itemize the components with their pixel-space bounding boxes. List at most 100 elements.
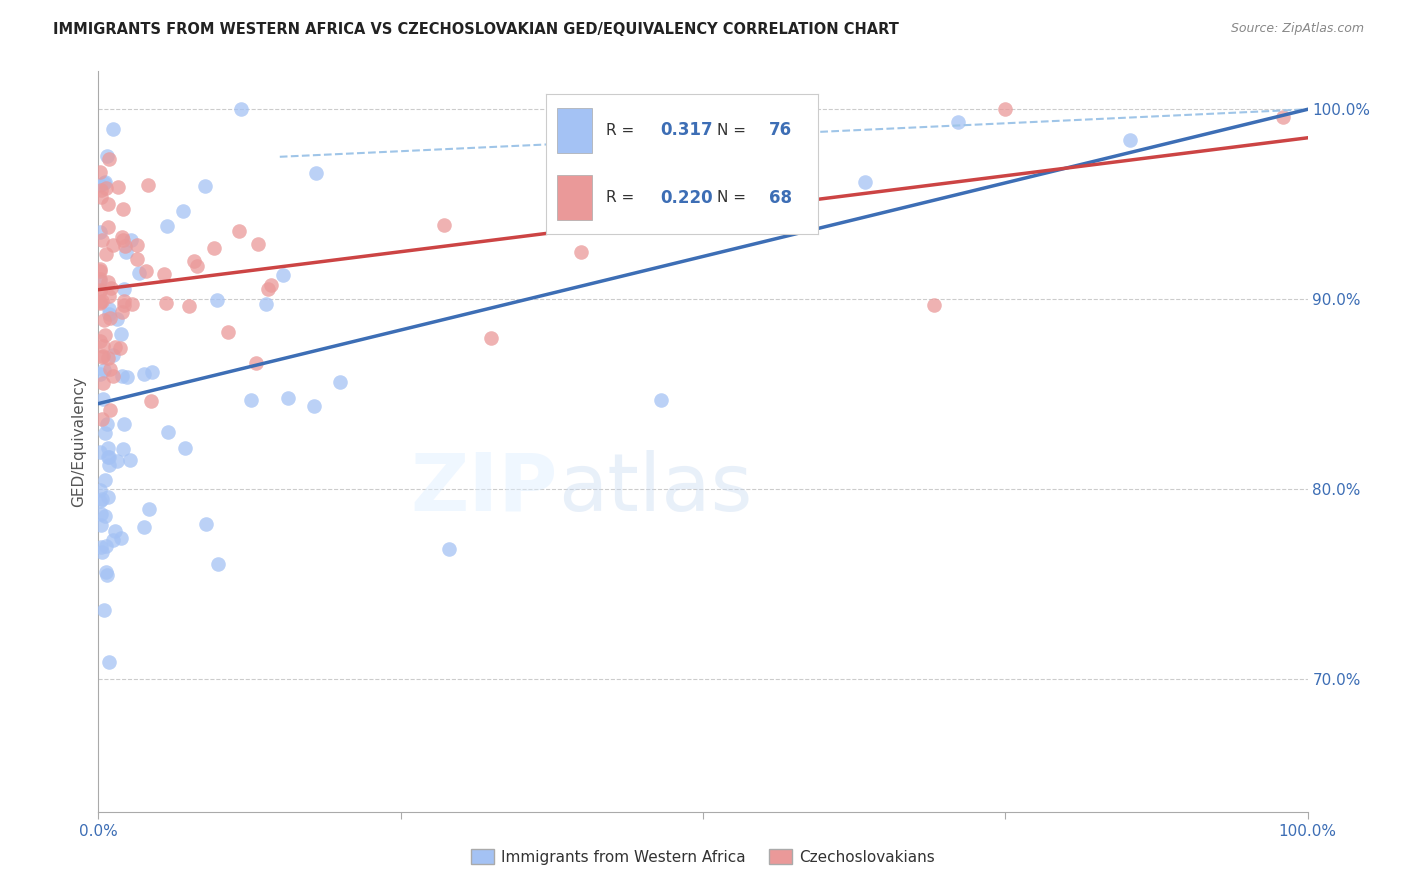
Point [114, 239, 136, 253]
Point [107, 179, 129, 194]
Point [1272, 110, 1295, 124]
Point [103, 524, 125, 539]
Point [89, 445, 111, 459]
Point [94, 246, 117, 260]
Point [111, 369, 134, 384]
Point [172, 204, 194, 219]
Point [93, 313, 115, 327]
Point [111, 233, 134, 247]
Point [946, 115, 969, 129]
Point [247, 237, 270, 252]
Point [98, 656, 121, 670]
Point [94, 509, 117, 524]
Point [90, 517, 112, 532]
Point [97, 490, 120, 504]
Point [156, 425, 179, 439]
Point [94, 175, 117, 189]
Point [103, 368, 125, 383]
Point [97, 275, 120, 289]
Point [93, 176, 115, 190]
Point [97, 458, 120, 472]
Point [93, 392, 115, 406]
Text: Source: ZipAtlas.com: Source: ZipAtlas.com [1230, 22, 1364, 36]
Point [569, 244, 592, 259]
Point [89, 165, 111, 179]
Point [104, 340, 127, 354]
Point [132, 368, 155, 382]
Point [125, 252, 148, 267]
Point [89, 283, 111, 297]
Text: ZIP: ZIP [411, 450, 558, 528]
Y-axis label: GED/Equivalency: GED/Equivalency [72, 376, 87, 507]
Point [112, 442, 135, 456]
Point [118, 452, 141, 467]
Point [90, 540, 112, 554]
Point [186, 260, 208, 274]
Point [94, 181, 117, 195]
Point [96, 567, 118, 582]
Point [96, 149, 118, 163]
Point [108, 341, 131, 355]
Point [101, 347, 124, 361]
Point [101, 121, 124, 136]
Point [89, 264, 111, 278]
Point [125, 238, 148, 252]
Point [105, 454, 128, 468]
Point [90, 293, 112, 308]
Point [543, 175, 565, 189]
Point [89, 275, 111, 289]
Point [101, 533, 124, 547]
Point [153, 268, 176, 282]
Point [121, 297, 143, 311]
Point [105, 312, 128, 326]
Point [89, 494, 111, 508]
Point [112, 297, 135, 311]
Point [111, 305, 134, 319]
Point [89, 367, 111, 381]
Point [245, 356, 267, 370]
Point [97, 197, 120, 211]
Point [97, 450, 120, 464]
Point [89, 483, 111, 497]
Point [141, 394, 163, 409]
Point [97, 307, 120, 321]
Point [96, 565, 118, 579]
Point [141, 365, 163, 379]
Point [853, 175, 876, 189]
Point [98, 362, 121, 376]
Point [228, 224, 250, 238]
Point [128, 267, 150, 281]
Point [271, 268, 294, 282]
Point [239, 393, 262, 408]
Point [207, 557, 229, 571]
Text: IMMIGRANTS FROM WESTERN AFRICA VS CZECHOSLOVAKIAN GED/EQUIVALENCY CORRELATION CH: IMMIGRANTS FROM WESTERN AFRICA VS CZECHO… [53, 22, 900, 37]
Text: atlas: atlas [558, 450, 752, 528]
Point [111, 202, 134, 216]
Point [89, 262, 111, 277]
Point [103, 237, 125, 252]
Point [96, 417, 118, 432]
Point [922, 298, 945, 312]
Point [437, 542, 460, 557]
Point [93, 363, 115, 377]
Point [91, 233, 114, 247]
Point [994, 103, 1017, 117]
Point [115, 369, 138, 384]
Point [112, 293, 135, 308]
Point [1119, 133, 1142, 147]
Point [91, 349, 114, 363]
Point [91, 351, 114, 365]
Point [194, 517, 217, 532]
Point [112, 417, 135, 431]
Point [89, 284, 111, 298]
Point [112, 282, 135, 296]
Point [329, 375, 352, 389]
Point [110, 531, 132, 545]
Point [90, 491, 112, 506]
Point [89, 334, 111, 349]
Point [202, 241, 225, 255]
Point [205, 293, 228, 308]
Point [229, 103, 252, 117]
Point [277, 392, 299, 406]
Point [155, 295, 177, 310]
